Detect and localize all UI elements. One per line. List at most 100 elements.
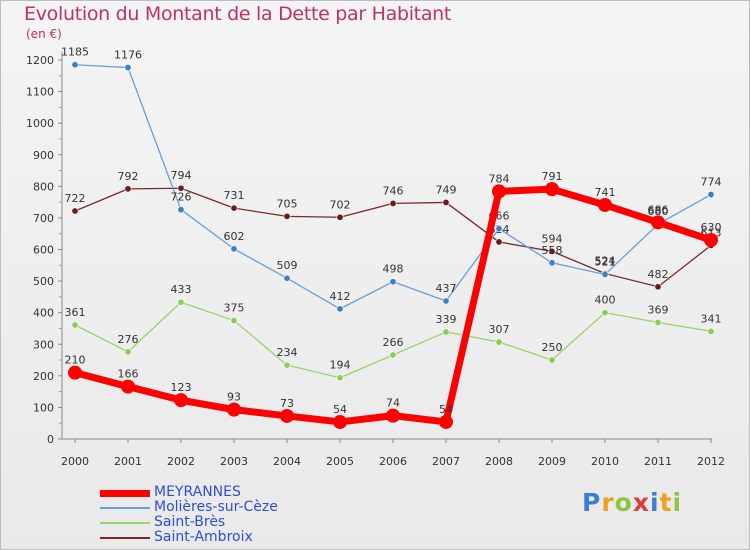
data-label: 509 — [277, 259, 298, 272]
data-point — [227, 402, 241, 417]
y-tick-label: 900 — [33, 149, 54, 162]
data-label: 794 — [171, 169, 192, 182]
y-tick-label: 300 — [33, 338, 54, 351]
data-label: 498 — [383, 263, 404, 276]
data-label: 339 — [436, 313, 457, 326]
y-tick-label: 1000 — [26, 117, 54, 130]
legend-swatch — [100, 489, 150, 497]
unit-label: (en €) — [26, 27, 62, 41]
legend-item: Molières-sur-Cèze — [100, 499, 340, 516]
data-label: 630 — [701, 221, 722, 234]
data-point — [442, 297, 450, 305]
data-label: 482 — [648, 268, 669, 281]
data-point — [68, 365, 82, 380]
data-label: 749 — [436, 183, 457, 196]
x-tick-label: 2002 — [167, 455, 195, 468]
data-label: 210 — [65, 354, 86, 367]
data-point — [333, 414, 347, 429]
data-point — [230, 245, 238, 253]
chart-title: Evolution du Montant de la Dette par Hab… — [24, 3, 452, 25]
x-tick-label: 2010 — [591, 455, 619, 468]
data-label: 722 — [65, 192, 86, 205]
x-tick-label: 2003 — [220, 455, 248, 468]
data-label: 234 — [277, 346, 298, 359]
data-point — [124, 64, 132, 72]
data-label: 93 — [227, 391, 241, 404]
data-point — [177, 184, 185, 192]
data-point — [598, 197, 612, 212]
legend-swatch — [100, 522, 150, 524]
data-point — [654, 318, 662, 326]
data-point — [651, 215, 665, 230]
data-label: 73 — [280, 397, 294, 410]
data-point — [177, 298, 185, 306]
data-label: 369 — [648, 303, 669, 316]
y-tick-label: 600 — [33, 244, 54, 257]
data-point — [124, 185, 132, 193]
x-tick-label: 2000 — [61, 455, 89, 468]
data-point — [280, 408, 294, 423]
data-label: 1185 — [61, 46, 89, 59]
data-label: 726 — [171, 191, 192, 204]
data-label: 437 — [436, 282, 457, 295]
line-chart: 0 100 200 300 400 500 600 700 800 900 1000 1100 1200… — [26, 46, 725, 468]
data-label: 74 — [386, 397, 400, 410]
data-label: 792 — [118, 170, 139, 183]
legend-swatch — [100, 507, 150, 509]
data-label: 524 — [595, 255, 616, 268]
data-label: 741 — [595, 186, 616, 199]
data-label: 54 — [439, 403, 453, 416]
y-tick-label: 500 — [33, 275, 54, 288]
data-point — [121, 379, 135, 394]
data-point — [548, 259, 556, 267]
data-label: 705 — [277, 197, 298, 210]
data-point — [548, 356, 556, 364]
x-tick-label: 2008 — [485, 455, 513, 468]
data-point — [654, 283, 662, 291]
data-point — [71, 321, 79, 329]
x-tick-label: 2009 — [538, 455, 566, 468]
x-tick-label: 2012 — [697, 455, 725, 468]
data-point — [492, 184, 506, 199]
data-label: 1176 — [114, 49, 142, 62]
data-point — [707, 191, 715, 199]
data-point — [389, 351, 397, 359]
legend-swatch — [100, 537, 150, 539]
data-point — [71, 61, 79, 69]
data-label: 784 — [489, 172, 510, 185]
x-tick-label: 2001 — [114, 455, 142, 468]
y-tick-label: 800 — [33, 180, 54, 193]
legend-label: MEYRANNES — [154, 484, 241, 500]
data-point — [283, 274, 291, 282]
y-tick-label: 1100 — [26, 86, 54, 99]
data-point — [707, 327, 715, 335]
data-label: 746 — [383, 184, 404, 197]
data-label: 686 — [648, 203, 669, 216]
data-label: 166 — [118, 368, 139, 381]
data-point — [389, 199, 397, 207]
data-label: 774 — [701, 176, 722, 189]
x-tick-label: 2004 — [273, 455, 301, 468]
y-tick-label: 400 — [33, 307, 54, 320]
x-tick-label: 2007 — [432, 455, 460, 468]
data-point — [336, 213, 344, 221]
x-tick-label: 2006 — [379, 455, 407, 468]
x-tick-label: 2011 — [644, 455, 672, 468]
data-label: 266 — [383, 336, 404, 349]
data-label: 54 — [333, 403, 347, 416]
proxiti-logo: Proxiti — [582, 488, 683, 517]
data-point — [230, 204, 238, 212]
data-point — [601, 309, 609, 317]
legend-item: MEYRANNES — [100, 484, 340, 501]
data-point — [545, 182, 559, 197]
data-point — [386, 408, 400, 423]
data-point — [548, 247, 556, 255]
y-tick-label: 1200 — [26, 54, 54, 67]
data-label: 276 — [118, 333, 139, 346]
data-label: 433 — [171, 283, 192, 296]
data-point — [177, 206, 185, 214]
legend-item: Saint-Brès — [100, 514, 340, 531]
data-point — [230, 317, 238, 325]
data-point — [704, 233, 718, 248]
